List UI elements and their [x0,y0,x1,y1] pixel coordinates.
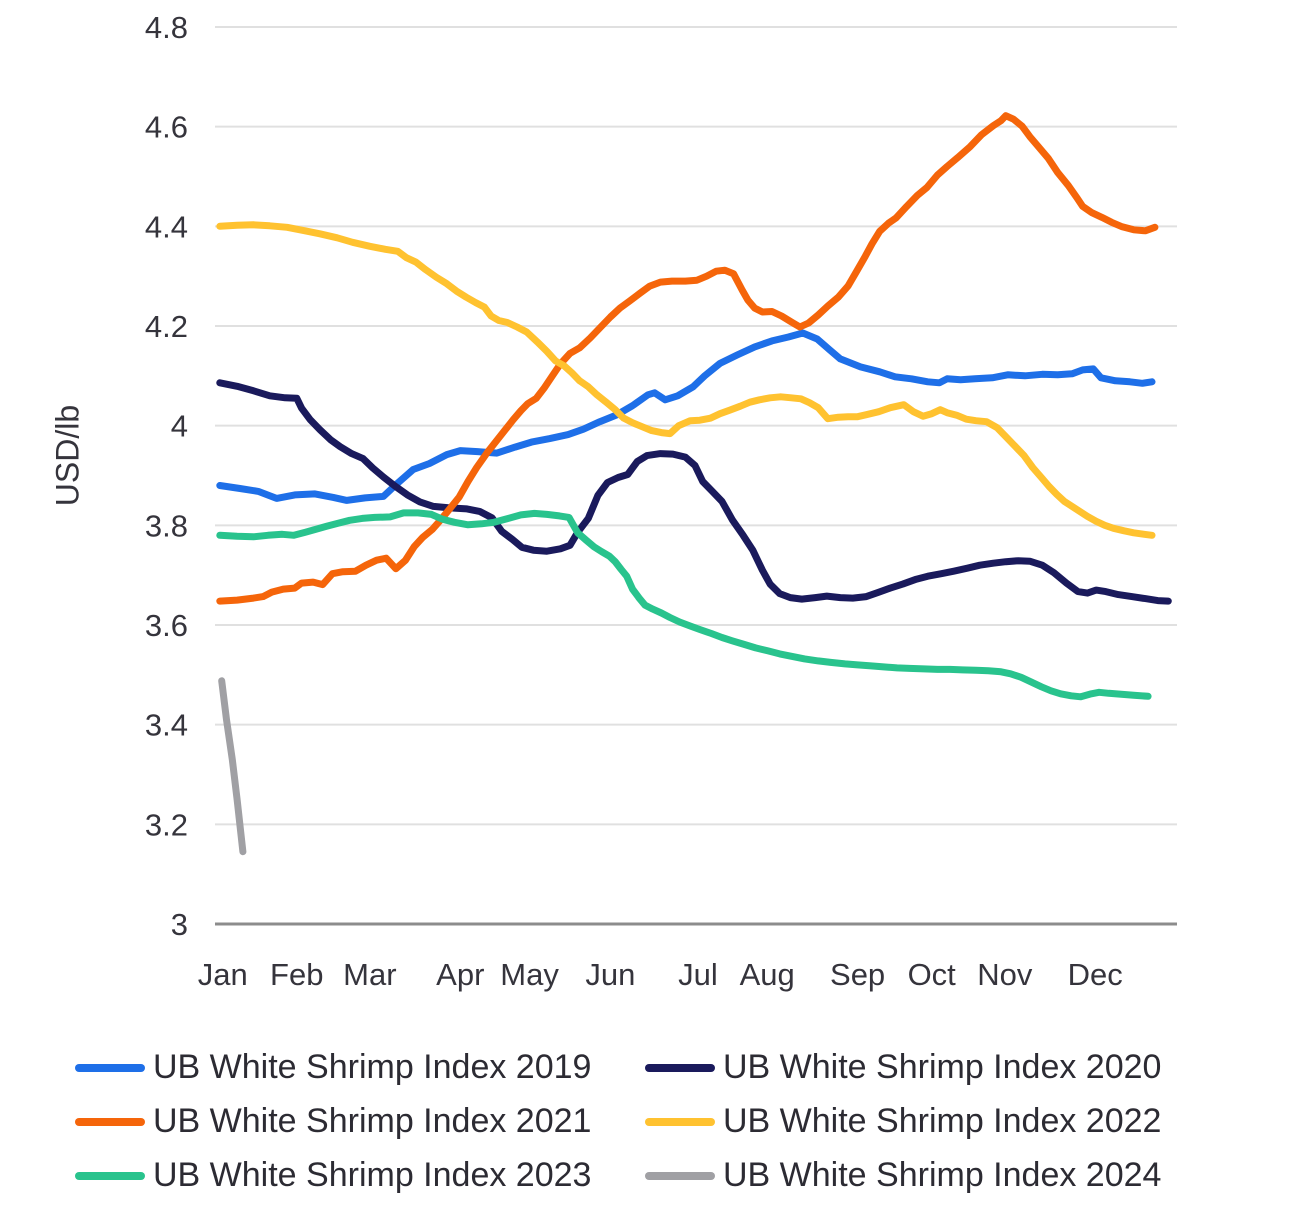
y-tick-label: 3 [171,907,188,942]
y-tick-label: 3.8 [145,508,188,543]
legend-item-2019: UB White Shrimp Index 2019 [75,1048,645,1086]
x-tick-label-feb: Feb [270,957,323,992]
y-tick-label: 4.4 [145,209,188,244]
y-tick-label: 3.2 [145,807,188,842]
x-tick-label-aug: Aug [740,957,795,992]
legend-swatch-2023 [75,1171,145,1180]
y-tick-label: 4.8 [145,10,188,45]
legend-label-2023: UB White Shrimp Index 2023 [153,1156,592,1194]
legend-item-2020: UB White Shrimp Index 2020 [645,1048,1162,1086]
legend-swatch-2019 [75,1063,145,1072]
y-tick-label: 4 [171,409,188,444]
legend-label-2022: UB White Shrimp Index 2022 [723,1102,1162,1140]
legend-label-2024: UB White Shrimp Index 2024 [723,1156,1162,1194]
legend-item-2021: UB White Shrimp Index 2021 [75,1102,645,1140]
legend-swatch-2022 [645,1117,715,1126]
x-tick-label-dec: Dec [1068,957,1123,992]
series-line-2021 [216,112,1159,605]
legend-item-2023: UB White Shrimp Index 2023 [75,1156,645,1194]
legend-item-2022: UB White Shrimp Index 2022 [645,1102,1162,1140]
y-tick-label: 3.4 [145,708,188,743]
series-line-2023 [216,509,1152,701]
series-line-2022 [216,221,1156,539]
legend-swatch-2024 [645,1171,715,1180]
series-line-2019 [216,329,1156,504]
x-tick-label-jan: Jan [198,957,248,992]
legend-label-2020: UB White Shrimp Index 2020 [723,1048,1162,1086]
x-tick-label-may: May [500,957,559,992]
chart-legend: UB White Shrimp Index 2019 UB White Shrim… [75,1048,1162,1194]
x-tick-label-apr: Apr [436,957,484,992]
shrimp-price-chart: 3 3.2 3.4 3.6 3.8 4 4.2 4.4 4.6 4.8 Jan Feb Mar Apr Ma… [145,10,1177,992]
x-tick-label-jul: Jul [678,957,718,992]
series-line-2020 [216,379,1172,605]
legend-label-2021: UB White Shrimp Index 2021 [153,1102,592,1140]
legend-label-2019: UB White Shrimp Index 2019 [153,1048,592,1086]
legend-item-2024: UB White Shrimp Index 2024 [645,1156,1162,1194]
x-tick-label-nov: Nov [977,957,1033,992]
y-tick-label: 4.2 [145,309,188,344]
x-tick-label-mar: Mar [343,957,396,992]
y-tick-label: 4.6 [145,110,188,145]
y-axis-title: USD/lb [49,404,86,507]
legend-swatch-2020 [645,1063,715,1072]
y-tick-label: 3.6 [145,608,188,643]
x-tick-label-oct: Oct [908,957,957,992]
series-line-2024 [218,677,247,856]
legend-swatch-2021 [75,1117,145,1126]
x-tick-label-jun: Jun [585,957,635,992]
x-tick-label-sep: Sep [830,957,885,992]
